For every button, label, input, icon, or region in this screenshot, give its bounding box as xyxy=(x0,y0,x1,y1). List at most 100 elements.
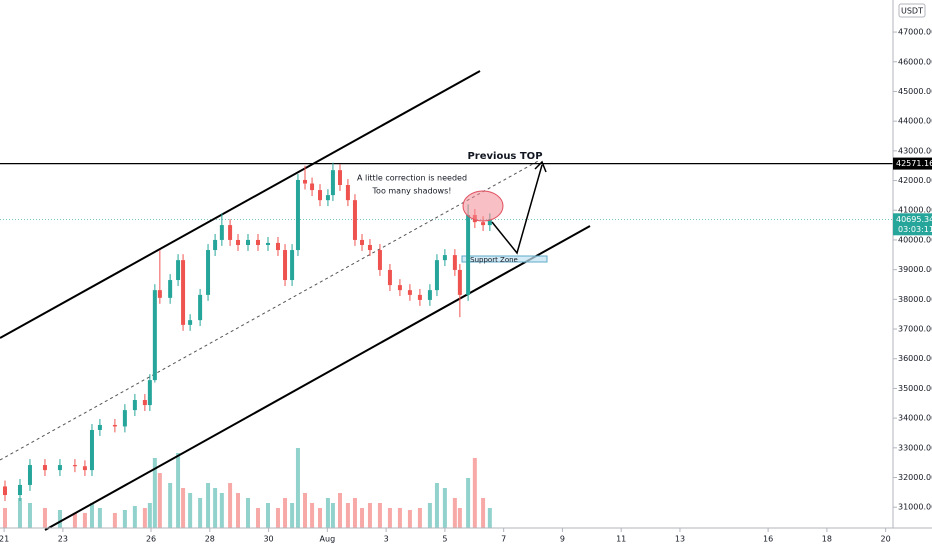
y-tick-label: 33000.00 xyxy=(898,443,932,452)
countdown: 03:03:11 xyxy=(898,225,932,234)
channel-mid xyxy=(0,159,541,461)
candle-body xyxy=(246,239,251,245)
candle-body xyxy=(337,170,342,186)
x-tick-label: 7 xyxy=(501,535,506,544)
x-tick-label: 30 xyxy=(263,535,273,544)
y-tick-label: 45000.00 xyxy=(898,87,932,96)
candle-body xyxy=(377,250,382,270)
candle-body xyxy=(176,260,181,281)
candle-body xyxy=(452,255,457,270)
x-tick-label: 5 xyxy=(442,535,447,544)
highlight-ellipse xyxy=(462,190,504,222)
candle-body xyxy=(367,244,372,251)
x-tick-label: 13 xyxy=(675,535,685,544)
y-tick-label: 40000.00 xyxy=(898,235,932,244)
x-tick-label: 3 xyxy=(384,535,389,544)
candle-body xyxy=(397,285,402,291)
price-label-box xyxy=(893,213,932,236)
candle-body xyxy=(213,239,218,251)
y-tick-label: 47000.00 xyxy=(898,28,932,37)
candle-body xyxy=(295,179,300,251)
volume-bar xyxy=(352,498,357,528)
candle-body xyxy=(275,242,280,251)
volume-bar xyxy=(310,503,315,528)
y-tick-label: 39000.00 xyxy=(898,265,932,274)
volume-bar xyxy=(487,508,492,528)
volume-bar xyxy=(427,503,432,528)
currency: USDT xyxy=(901,7,923,16)
x-tick-label: 20 xyxy=(881,535,891,544)
candle-body xyxy=(283,250,288,281)
volume-bar xyxy=(472,458,477,528)
volume-bar xyxy=(330,503,335,528)
volume-bar xyxy=(112,513,117,528)
candle-body xyxy=(360,239,365,245)
volume-bar xyxy=(206,483,211,528)
volume-bar xyxy=(345,503,350,528)
y-tick-label: 35000.00 xyxy=(898,384,932,393)
volume-bar xyxy=(466,478,471,528)
candle-body xyxy=(97,424,102,431)
candle-body xyxy=(57,465,62,471)
candle-body xyxy=(206,250,211,295)
y-tick-label: 36000.00 xyxy=(898,354,932,363)
volume-bar xyxy=(255,508,260,528)
candle-body xyxy=(427,290,432,300)
volume-bar xyxy=(2,508,7,528)
y-tick-label: 41000.00 xyxy=(898,206,932,215)
volume-bar xyxy=(213,488,218,528)
volume-bar xyxy=(337,493,342,528)
candle-body xyxy=(255,239,260,245)
volume-bar xyxy=(387,508,392,528)
candle-body xyxy=(228,225,233,240)
candles xyxy=(2,162,492,501)
currency-box xyxy=(898,3,926,18)
volume-bar xyxy=(417,508,422,528)
volume-bar xyxy=(27,503,32,528)
y-tick-label: 31000.00 xyxy=(898,503,932,512)
volume-bar xyxy=(42,508,47,528)
candle-body xyxy=(112,424,117,427)
candle-body xyxy=(17,484,22,496)
candle-body xyxy=(27,465,32,485)
candle-body xyxy=(325,195,330,201)
volume-bar xyxy=(142,508,147,528)
volume-bar xyxy=(17,498,22,528)
volume-bar xyxy=(246,498,251,528)
candle-body xyxy=(265,242,270,245)
annotation: Previous TOP xyxy=(467,151,542,162)
volume-bar xyxy=(303,493,308,528)
candle-body xyxy=(303,179,308,184)
volume-bar xyxy=(457,508,462,528)
y-tick-label: 46000.00 xyxy=(898,57,932,66)
volume-bar xyxy=(275,508,280,528)
price-label: 40695.34 xyxy=(896,215,932,224)
candle-body xyxy=(434,260,439,291)
candle-body xyxy=(157,290,162,298)
channel-upper xyxy=(0,70,481,339)
x-tick-label: 23 xyxy=(58,535,68,544)
candle-body xyxy=(219,225,224,240)
volume-bar xyxy=(188,493,193,528)
x-tick-label: 11 xyxy=(616,535,626,544)
candle-body xyxy=(330,170,335,196)
candle-body xyxy=(42,465,47,471)
volume-bar xyxy=(72,513,77,528)
volume-bar xyxy=(360,508,365,528)
candle-body xyxy=(387,269,392,286)
volume-bar xyxy=(198,498,203,528)
candle-body xyxy=(147,380,152,406)
volume-bar xyxy=(168,483,173,528)
volume-bar xyxy=(377,503,382,528)
candle-body xyxy=(352,200,357,240)
volume-bar xyxy=(295,448,300,528)
annotation: Support Zone xyxy=(470,256,518,264)
volume-bar xyxy=(407,510,412,528)
annotation: Too many shadows! xyxy=(372,187,452,196)
y-tick-label: 34000.00 xyxy=(898,414,932,423)
volume-bar xyxy=(481,498,486,528)
candle-body xyxy=(236,239,241,245)
volume-bar xyxy=(176,453,181,528)
volume-bar xyxy=(97,508,102,528)
